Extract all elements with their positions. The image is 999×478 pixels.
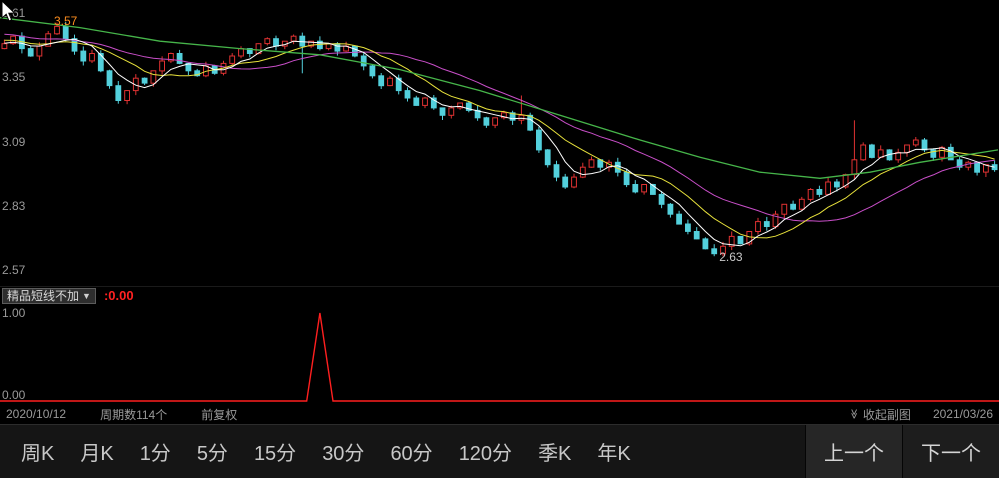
main-chart-svg[interactable]: 2.63 bbox=[0, 0, 999, 286]
collapse-subchart-button[interactable]: ≫ 收起副图 bbox=[848, 406, 911, 423]
price-axis-tick: 2.83 bbox=[2, 198, 26, 213]
period-buttons: 周K 月K 1分 5分 15分 30分 60分 120分 季K 年K bbox=[0, 425, 644, 478]
period-toolbar: 周K 月K 1分 5分 15分 30分 60分 120分 季K 年K 上一个 下一个 bbox=[0, 424, 999, 478]
period-button-周K[interactable]: 周K bbox=[8, 425, 67, 478]
svg-text:2.63: 2.63 bbox=[719, 250, 743, 264]
end-date-label: 2021/03/26 bbox=[932, 407, 993, 421]
period-button-120分[interactable]: 120分 bbox=[446, 425, 525, 478]
period-button-年K[interactable]: 年K bbox=[584, 425, 643, 478]
price-axis-tick: 3.09 bbox=[2, 134, 26, 149]
nav-buttons: 上一个 下一个 bbox=[805, 425, 999, 478]
status-bar: 2020/10/12 周期数114个 前复权 ≫ 收起副图 2021/03/26 bbox=[0, 404, 999, 424]
period-button-1分[interactable]: 1分 bbox=[127, 425, 184, 478]
period-button-季K[interactable]: 季K bbox=[525, 425, 584, 478]
collapse-chevrons-icon: ≫ bbox=[848, 408, 860, 420]
main-chart-panel[interactable]: 2.63 3.61 3.35 3.09 2.83 2.57 3.57 bbox=[0, 0, 999, 286]
period-count-label: 周期数114个 bbox=[100, 407, 168, 422]
period-button-60分[interactable]: 60分 bbox=[377, 425, 445, 478]
indicator-axis-max: 1.00 bbox=[2, 306, 26, 320]
indicator-chart-svg[interactable] bbox=[0, 304, 999, 404]
indicator-selector-button[interactable]: 精品短线不加 ▼ bbox=[2, 287, 96, 304]
period-button-5分[interactable]: 5分 bbox=[184, 425, 241, 478]
high-price-label: 3.57 bbox=[54, 14, 78, 28]
price-axis-tick: 3.35 bbox=[2, 70, 26, 85]
period-button-月K[interactable]: 月K bbox=[67, 425, 126, 478]
period-button-30分[interactable]: 30分 bbox=[309, 425, 377, 478]
start-date-label: 2020/10/12 bbox=[6, 407, 67, 421]
price-axis-tick: 2.57 bbox=[2, 263, 26, 277]
indicator-axis-min: 0.00 bbox=[2, 388, 26, 402]
indicator-name: 精品短线不加 bbox=[7, 288, 80, 303]
indicator-panel[interactable]: 1.00 0.00 bbox=[0, 304, 999, 404]
collapse-label: 收起副图 bbox=[862, 407, 911, 422]
next-stock-button[interactable]: 下一个 bbox=[902, 425, 999, 478]
indicator-header: 精品短线不加 ▼ :0.00 bbox=[0, 286, 999, 304]
previous-stock-button[interactable]: 上一个 bbox=[805, 425, 902, 478]
adjust-mode-label: 前复权 bbox=[201, 407, 238, 422]
price-axis-tick: 3.61 bbox=[2, 6, 26, 20]
dropdown-icon: ▼ bbox=[82, 290, 91, 301]
period-button-15分[interactable]: 15分 bbox=[241, 425, 309, 478]
indicator-value: :0.00 bbox=[103, 288, 134, 303]
